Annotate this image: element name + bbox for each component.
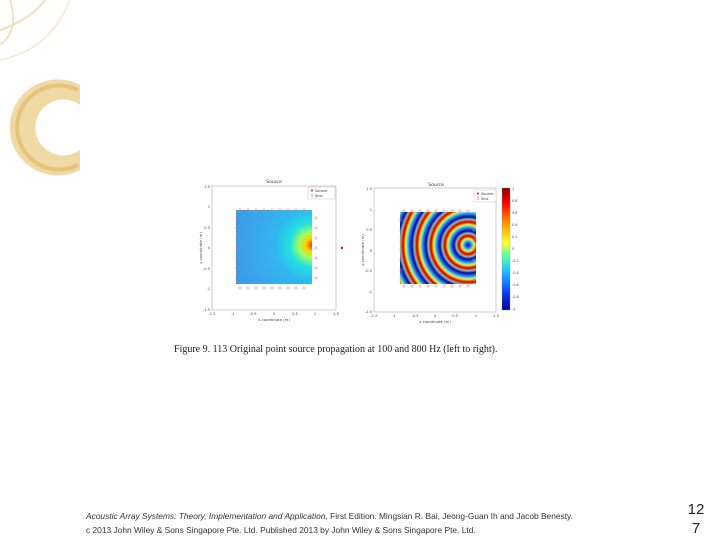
svg-text:1: 1 [370, 208, 372, 212]
svg-text:1.5: 1.5 [204, 185, 210, 189]
citation-footer: Acoustic Array Systems: Theory, Implemen… [86, 509, 686, 537]
svg-text:-0.5: -0.5 [365, 269, 372, 273]
left-legend: Source Sink [307, 186, 336, 200]
svg-text:0.5: 0.5 [292, 312, 298, 316]
svg-text:-1.5: -1.5 [365, 310, 372, 314]
citation-line-2: c 2013 John Wiley & Sons Singapore Pte. … [86, 525, 476, 535]
left-field-map [236, 210, 312, 284]
figure-caption: Figure 9. 113 Original point source prop… [174, 344, 498, 355]
svg-text:0.8: 0.8 [512, 199, 517, 203]
svg-text:0: 0 [512, 247, 514, 251]
svg-text:-1.5: -1.5 [370, 314, 377, 318]
right-sink-markers [399, 209, 476, 288]
left-ylabel: y-coordinate (m) [198, 232, 203, 264]
svg-text:0: 0 [370, 249, 373, 253]
left-y-ticks: 1.5 1 0.5 0 -0.5 -1 -1.5 [203, 185, 211, 312]
left-panel: Source Source Sink 1.5 1 0.5 0 -0.5 -1 -… [198, 179, 344, 322]
svg-text:0: 0 [273, 312, 276, 316]
colorbar [501, 187, 511, 311]
svg-text:0.6: 0.6 [512, 211, 517, 215]
svg-text:-0.6: -0.6 [512, 283, 519, 287]
right-field-map [400, 212, 476, 284]
left-xlabel: x-coordinate (m) [258, 317, 290, 322]
right-x-ticks: -1.5 -1 -0.5 0 0.5 1 1.5 [370, 314, 498, 318]
svg-text:1: 1 [208, 205, 210, 209]
right-panel-title: Source [428, 182, 444, 188]
right-legend-sink: Sink [481, 197, 490, 201]
svg-text:0.5: 0.5 [452, 314, 458, 318]
svg-text:1: 1 [314, 312, 316, 316]
figure-image: Source Source Sink 1.5 1 0.5 0 -0.5 -1 -… [198, 179, 519, 324]
colorbar-ticks: 1 0.8 0.6 0.4 0.2 0 -0.2 -0.4 -0.6 -0.8 … [512, 187, 519, 311]
svg-text:0.5: 0.5 [366, 228, 372, 232]
svg-text:-0.8: -0.8 [512, 295, 519, 299]
svg-text:-1: -1 [512, 307, 515, 311]
svg-text:-1: -1 [231, 312, 235, 316]
decorative-corner-swirl [0, 0, 80, 176]
svg-text:-1.5: -1.5 [203, 308, 210, 312]
svg-text:-1.5: -1.5 [208, 312, 215, 316]
svg-text:1: 1 [512, 187, 514, 191]
left-sink-markers [235, 208, 318, 290]
right-y-ticks: 1.5 1 0.5 0 -0.5 -1 -1.5 [365, 187, 373, 314]
right-ylabel: y-coordinate (m) [360, 234, 365, 266]
svg-text:1.5: 1.5 [366, 187, 372, 191]
svg-text:-0.5: -0.5 [249, 312, 256, 316]
svg-text:-0.5: -0.5 [411, 314, 418, 318]
right-legend: Source Sink [473, 189, 497, 203]
svg-text:-0.5: -0.5 [203, 267, 210, 271]
page-number: 12 7 [687, 501, 705, 537]
svg-text:1.5: 1.5 [493, 314, 499, 318]
left-panel-title: Source [266, 179, 282, 185]
svg-text:0: 0 [434, 314, 437, 318]
svg-text:1: 1 [475, 314, 477, 318]
left-legend-source: Source [315, 189, 328, 193]
svg-text:-1: -1 [206, 287, 210, 291]
svg-text:0.2: 0.2 [512, 235, 517, 239]
svg-text:-1: -1 [368, 290, 372, 294]
svg-text:0: 0 [208, 246, 211, 250]
right-xlabel: x-coordinate (m) [419, 319, 451, 324]
left-x-ticks: -1.5 -1 -0.5 0 0.5 1 1.5 [208, 312, 338, 316]
svg-text:0.5: 0.5 [204, 226, 210, 230]
right-legend-source: Source [481, 192, 494, 196]
citation-authors: , First Edition. Mingsian R. Bai, Jeong-… [325, 511, 573, 521]
citation-line-1: Acoustic Array Systems: Theory, Implemen… [86, 509, 686, 523]
left-source-marker [340, 246, 344, 250]
svg-text:-0.2: -0.2 [512, 259, 519, 263]
right-panel: Source Source Sink 1.5 1 0.5 0 -0.5 -1 -… [360, 182, 519, 324]
svg-text:1.5: 1.5 [333, 312, 339, 316]
left-legend-sink: Sink [315, 194, 324, 198]
svg-text:0.4: 0.4 [512, 223, 517, 227]
book-title: Acoustic Array Systems: Theory, Implemen… [86, 511, 326, 521]
svg-text:-1: -1 [392, 314, 396, 318]
svg-text:-0.4: -0.4 [512, 271, 519, 275]
